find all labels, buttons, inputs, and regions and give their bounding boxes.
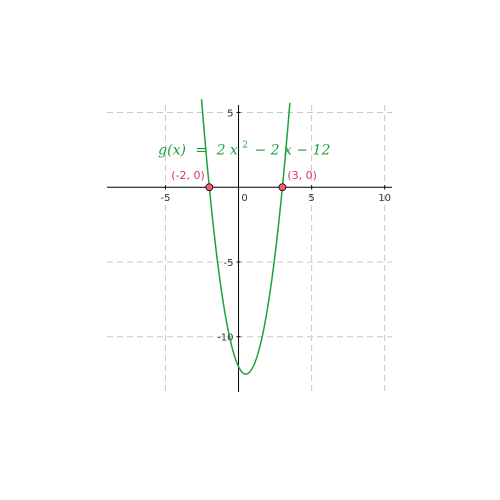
points-layer: (-2, 0) (3, 0): [171, 169, 317, 192]
x-tick-label: 5: [308, 193, 314, 204]
formula-lhs: g(x): [158, 142, 186, 158]
x-tick-label: -5: [160, 193, 170, 204]
root-point-label: (3, 0): [287, 169, 317, 182]
formula-equals: =: [195, 142, 207, 158]
root-point: [205, 183, 214, 192]
y-tick-label: -10: [217, 333, 233, 344]
x-tick-label: 0: [241, 193, 247, 204]
x-tick-label: 10: [378, 193, 391, 204]
function-curve: [200, 99, 291, 375]
formula-exponent: 2: [242, 140, 248, 150]
y-tick-label: -5: [224, 258, 234, 269]
tick-labels: -5 0 5 10 5 -5 -10: [160, 108, 391, 343]
y-tick-label: 5: [227, 108, 233, 119]
formula-term1: 2 x: [216, 142, 238, 158]
formula-term2: − 2 x − 12: [254, 142, 330, 158]
function-formula: g(x) = 2 x 2 − 2 x − 12: [158, 135, 330, 158]
grid: [107, 105, 392, 392]
curve-layer: [200, 99, 291, 375]
root-point-label: (-2, 0): [171, 169, 205, 182]
root-point: [278, 183, 287, 192]
axes: [107, 105, 392, 392]
